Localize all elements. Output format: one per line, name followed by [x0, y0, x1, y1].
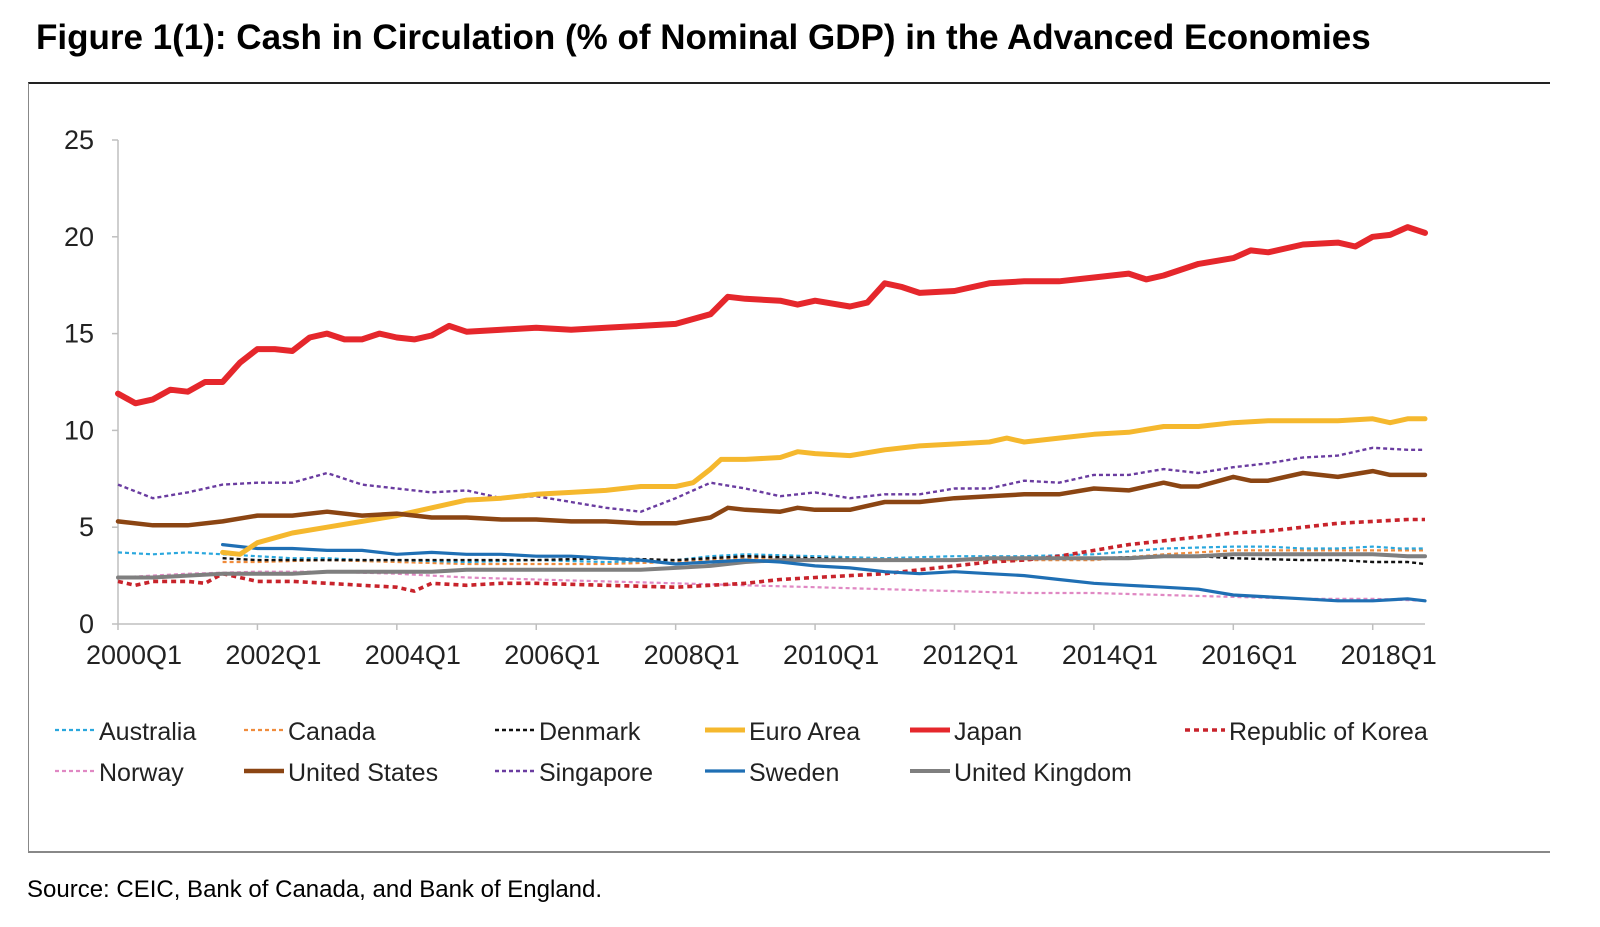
legend-item-united-states: United States — [244, 759, 438, 787]
chart-legend: Australia Canada Denmark Euro Area Japan Repu… — [55, 718, 1428, 787]
legend-item-singapore: Singapore — [495, 759, 653, 787]
y-tick-label: 0 — [79, 609, 94, 639]
x-tick-label: 2010Q1 — [783, 640, 879, 670]
y-tick-label: 10 — [64, 415, 94, 445]
y-tick-label: 25 — [64, 125, 94, 155]
legend-item-australia: Australia — [55, 718, 196, 746]
legend-label: Republic of Korea — [1229, 718, 1428, 746]
series-line-united-kingdom — [116, 552, 1427, 580]
x-tick-label: 2016Q1 — [1201, 640, 1297, 670]
legend-item-japan: Japan — [910, 718, 1022, 746]
x-tick-label: 2018Q1 — [1341, 640, 1437, 670]
legend-item-sweden: Sweden — [705, 759, 839, 787]
legend-label: Australia — [99, 718, 196, 746]
legend-label: Denmark — [539, 718, 641, 746]
chart-frame — [28, 82, 1550, 853]
series-line-singapore — [117, 446, 1425, 513]
legend-item-euro-area: Euro Area — [705, 718, 860, 746]
legend-label: United States — [288, 759, 438, 787]
legend-item-republic-of-korea: Republic of Korea — [1185, 718, 1428, 746]
series-line-australia — [117, 545, 1425, 564]
legend-label: United Kingdom — [954, 759, 1132, 787]
legend-label: Canada — [288, 718, 376, 746]
x-tick-label: 2012Q1 — [922, 640, 1018, 670]
legend-label: Japan — [954, 718, 1022, 746]
y-tick-label: 5 — [79, 512, 94, 542]
series-line-canada — [222, 549, 1425, 566]
series-line-sweden — [221, 543, 1427, 603]
series-line-norway — [117, 570, 1426, 602]
x-tick-label: 2002Q1 — [225, 640, 321, 670]
source-note: Source: CEIC, Bank of Canada, and Bank o… — [27, 876, 603, 903]
legend-label: Singapore — [539, 759, 653, 787]
series-line-republic-of-korea — [117, 517, 1425, 593]
y-tick-label: 15 — [64, 319, 94, 349]
legend-label: Sweden — [749, 759, 839, 787]
figure-title: Figure 1(1): Cash in Circulation (% of N… — [36, 18, 1371, 57]
x-tick-label: 2014Q1 — [1062, 640, 1158, 670]
series-line-japan — [115, 224, 1428, 407]
legend-item-canada: Canada — [244, 718, 376, 746]
series-line-denmark — [222, 555, 1426, 566]
chart-series — [115, 224, 1428, 603]
x-tick-label: 2004Q1 — [365, 640, 461, 670]
x-tick-label: 2000Q1 — [86, 640, 182, 670]
legend-item-united-kingdom: United Kingdom — [910, 759, 1132, 787]
chart-axes: 0 5 10 15 20 25 2000Q1 2002Q1 2004Q1 2006Q1 2008Q1… — [64, 125, 1437, 670]
legend-label: Norway — [99, 759, 184, 787]
series-line-euro-area — [220, 416, 1428, 557]
y-tick-label: 20 — [64, 222, 94, 252]
x-tick-label: 2008Q1 — [644, 640, 740, 670]
x-tick-label: 2006Q1 — [504, 640, 600, 670]
legend-item-norway: Norway — [55, 759, 184, 787]
legend-item-denmark: Denmark — [495, 718, 641, 746]
legend-label: Euro Area — [749, 718, 860, 746]
series-line-united-states — [115, 468, 1428, 528]
